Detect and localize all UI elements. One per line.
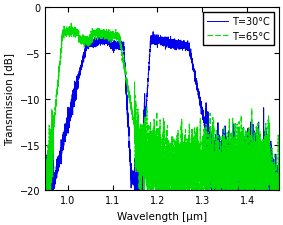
Y-axis label: Transmission [dB]: Transmission [dB] <box>4 53 14 146</box>
T=30°C <box>270 189 273 192</box>
T=65°C <box>270 189 273 192</box>
T=30°C <box>151 31 155 34</box>
T=30°C <box>213 160 217 163</box>
X-axis label: Wavelength [μm]: Wavelength [μm] <box>117 211 207 221</box>
T=30°C <box>258 181 262 184</box>
T=65°C <box>213 157 217 160</box>
T=30°C <box>155 40 158 43</box>
T=30°C <box>142 154 145 157</box>
Line: T=30°C: T=30°C <box>45 33 279 191</box>
T=65°C <box>155 137 158 140</box>
T=30°C <box>44 189 47 192</box>
T=65°C <box>258 153 262 155</box>
T=30°C <box>277 171 280 174</box>
Line: T=65°C: T=65°C <box>45 24 279 191</box>
Legend: T=30°C, T=65°C: T=30°C, T=65°C <box>203 13 274 45</box>
T=65°C <box>142 167 145 170</box>
T=65°C <box>277 189 280 192</box>
T=30°C <box>43 189 47 192</box>
T=65°C <box>70 23 73 26</box>
T=65°C <box>43 189 47 192</box>
T=30°C <box>143 124 147 126</box>
T=65°C <box>143 162 147 165</box>
